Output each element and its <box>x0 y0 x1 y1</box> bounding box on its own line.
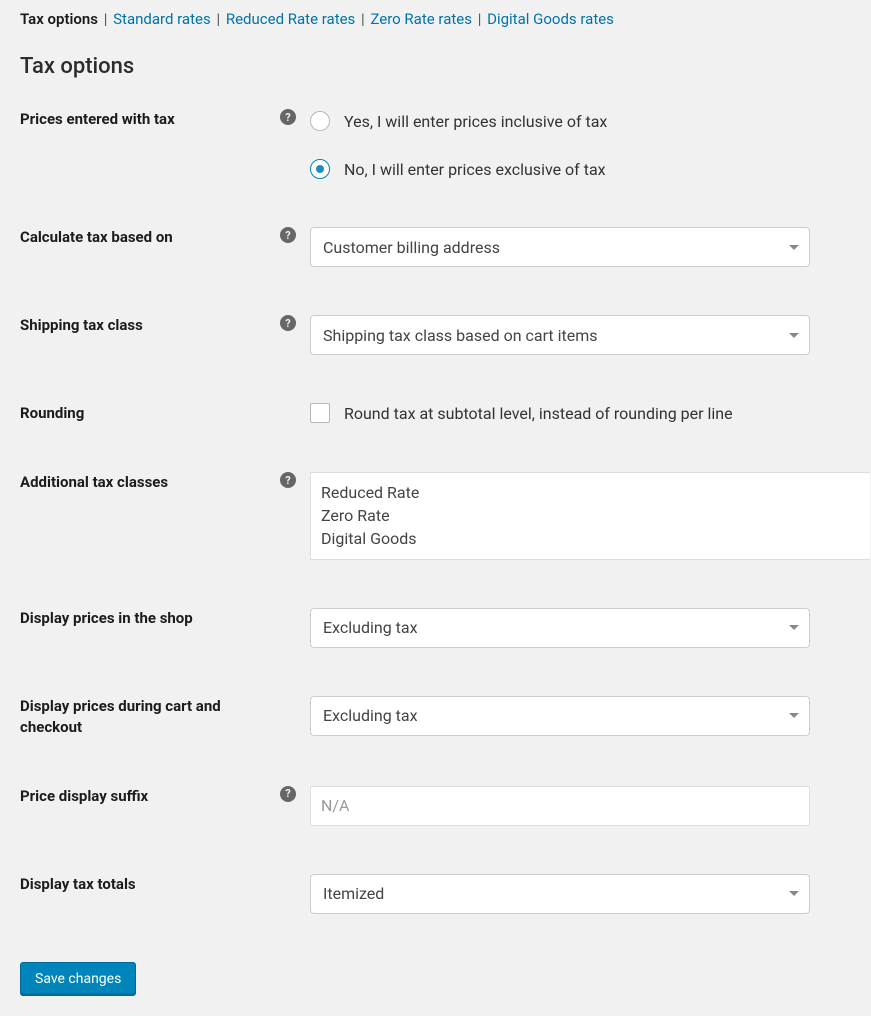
checkbox-rounding[interactable]: Round tax at subtotal level, instead of … <box>310 403 851 423</box>
select-display-prices-cart[interactable]: Excluding tax <box>310 696 810 736</box>
radio-group-prices-tax: Yes, I will enter prices inclusive of ta… <box>310 109 851 179</box>
label-display-tax-totals: Display tax totals <box>20 874 136 895</box>
chevron-down-icon <box>789 245 799 250</box>
row-display-tax-totals: Display tax totals Itemized <box>20 874 851 914</box>
row-price-display-suffix: Price display suffix ? N/A <box>20 786 851 826</box>
select-value: Excluding tax <box>323 618 418 637</box>
label-price-display-suffix: Price display suffix <box>20 786 148 807</box>
radio-option-inclusive[interactable]: Yes, I will enter prices inclusive of ta… <box>310 111 851 131</box>
subnav-link-digital[interactable]: Digital Goods rates <box>487 10 614 28</box>
label-rounding: Rounding <box>20 403 84 424</box>
page-title: Tax options <box>20 54 851 79</box>
label-shipping-tax-class: Shipping tax class <box>20 315 143 336</box>
select-display-tax-totals[interactable]: Itemized <box>310 874 810 914</box>
save-changes-button[interactable]: Save changes <box>20 962 136 996</box>
subnav-separator: | <box>361 10 365 28</box>
radio-icon <box>310 159 330 179</box>
checkbox-icon <box>310 403 330 423</box>
help-icon[interactable]: ? <box>280 472 296 488</box>
input-price-display-suffix[interactable]: N/A <box>310 786 810 826</box>
subnav-link-zero[interactable]: Zero Rate rates <box>370 10 472 28</box>
radio-option-exclusive[interactable]: No, I will enter prices exclusive of tax <box>310 159 851 179</box>
select-value: Shipping tax class based on cart items <box>323 326 598 345</box>
textarea-additional-tax-classes[interactable]: Reduced Rate Zero Rate Digital Goods <box>310 472 870 560</box>
help-icon[interactable]: ? <box>280 315 296 331</box>
select-display-prices-shop[interactable]: Excluding tax <box>310 608 810 648</box>
row-display-prices-cart: Display prices during cart and checkout … <box>20 696 851 738</box>
checkbox-label: Round tax at subtotal level, instead of … <box>344 404 733 423</box>
row-display-prices-shop: Display prices in the shop Excluding tax <box>20 608 851 648</box>
chevron-down-icon <box>789 625 799 630</box>
chevron-down-icon <box>789 713 799 718</box>
chevron-down-icon <box>789 333 799 338</box>
radio-label: No, I will enter prices exclusive of tax <box>344 160 606 179</box>
chevron-down-icon <box>789 891 799 896</box>
row-calculate-tax-based-on: Calculate tax based on ? Customer billin… <box>20 227 851 267</box>
subnav-link-standard[interactable]: Standard rates <box>113 10 211 28</box>
help-icon[interactable]: ? <box>280 109 296 125</box>
row-rounding: Rounding Round tax at subtotal level, in… <box>20 403 851 424</box>
radio-label: Yes, I will enter prices inclusive of ta… <box>344 112 607 131</box>
subnav-separator: | <box>216 10 220 28</box>
subnav-separator: | <box>478 10 482 28</box>
subnav-separator: | <box>104 10 108 28</box>
subnav-link-reduced[interactable]: Reduced Rate rates <box>226 10 355 28</box>
label-display-prices-cart: Display prices during cart and checkout <box>20 696 240 738</box>
select-value: Excluding tax <box>323 706 418 725</box>
subnav-current: Tax options <box>20 10 98 28</box>
tax-subnav: Tax options | Standard rates | Reduced R… <box>20 10 851 36</box>
radio-icon <box>310 111 330 131</box>
select-calculate-tax[interactable]: Customer billing address <box>310 227 810 267</box>
label-calculate-tax: Calculate tax based on <box>20 227 173 248</box>
label-display-prices-shop: Display prices in the shop <box>20 608 193 629</box>
row-shipping-tax-class: Shipping tax class ? Shipping tax class … <box>20 315 851 355</box>
select-value: Itemized <box>323 884 384 903</box>
help-icon[interactable]: ? <box>280 227 296 243</box>
label-prices-entered-with-tax: Prices entered with tax <box>20 109 175 130</box>
row-additional-tax-classes: Additional tax classes ? Reduced Rate Ze… <box>20 472 851 560</box>
select-shipping-tax-class[interactable]: Shipping tax class based on cart items <box>310 315 810 355</box>
select-value: Customer billing address <box>323 238 500 257</box>
label-additional-tax-classes: Additional tax classes <box>20 472 168 493</box>
row-prices-entered-with-tax: Prices entered with tax ? Yes, I will en… <box>20 109 851 179</box>
help-icon[interactable]: ? <box>280 786 296 802</box>
